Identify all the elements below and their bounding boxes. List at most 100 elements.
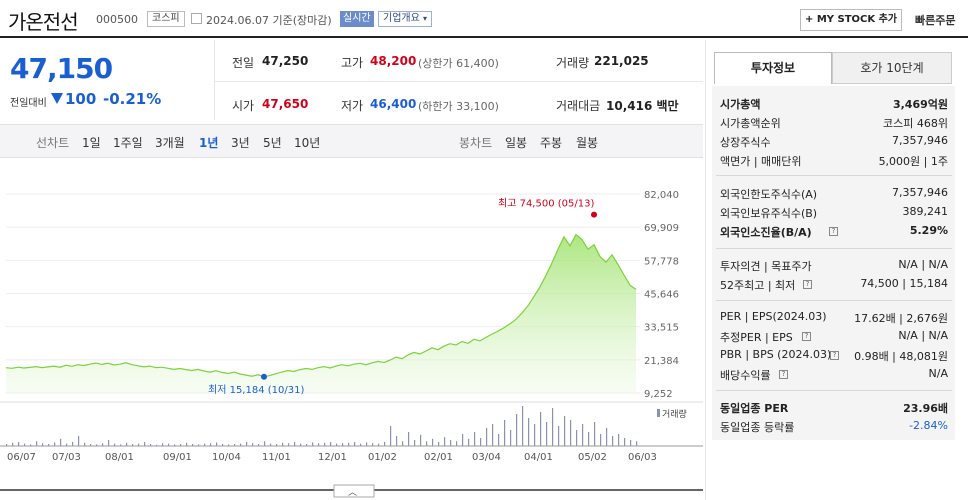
info-row-label: 시가총액 [720,98,761,111]
period-1w[interactable]: 1주일 [113,136,143,150]
candle-monthly[interactable]: 월봉 [576,136,599,150]
price-box [0,40,215,120]
volume-bar [138,443,140,446]
info-row-label: PER | EPS(2024.03) [720,310,827,323]
volume-bar [408,432,410,446]
info-row-label: 배당수익률 [720,369,771,382]
company-overview-dropdown[interactable]: 기업개요 ▾ [378,11,433,27]
add-mystock-button[interactable]: + MY STOCK 추가 [800,9,902,31]
volume-bar [234,444,236,446]
period-1d[interactable]: 1일 [82,136,101,150]
volume-bar [54,442,56,446]
volume-bar [420,434,422,446]
volume-bar [330,442,332,446]
volume-bar [570,420,572,446]
period-3y[interactable]: 3년 [231,136,250,150]
stats-divider [215,81,703,82]
help-icon[interactable]: ? [803,280,812,289]
prev-close-label: 전일 [232,56,255,70]
volume-bar [516,414,518,446]
x-tick-label: 04/01 [524,452,553,463]
info-separator [716,175,952,176]
change-label: 전일대비 [10,98,47,109]
volume-bar [618,434,620,446]
volume-bar [96,444,98,446]
info-row-value: 0.98배 | 48,081원 [854,350,948,363]
info-separator [716,248,952,249]
volume-bar [204,443,206,446]
info-row-label: 외국인소진율(B/A) [720,226,812,239]
volume-bar [240,443,242,446]
max-marker [591,211,597,218]
price-change-pct: -0.21% [103,90,162,108]
x-tick-label: 10/04 [212,452,241,463]
volume-bar [270,443,272,446]
tab-orderbook-10[interactable]: 호가 10단계 [832,52,952,84]
price-line [5,233,637,378]
volume-bar [180,444,182,446]
period-bar: 선차트 1일 1주일 3개월 1년 3년 5년 10년 봉차트 일봉 주봉 월봉 [0,124,703,158]
volume-bar [366,442,368,446]
help-icon[interactable]: ? [830,351,839,360]
volume-bar [534,424,536,446]
info-row-value: -2.84% [909,419,948,432]
realtime-button[interactable]: 실시간 [340,11,374,27]
volume-bar [264,441,266,446]
info-row-value: N/A | N/A [898,329,948,342]
volume-bar [60,438,62,446]
volume-bar [426,441,428,446]
candle-weekly[interactable]: 주봉 [540,136,563,150]
volume-bar [36,441,38,446]
volume-bar [522,406,524,446]
volume-bar [414,440,416,446]
volume-bar [192,444,194,446]
y-axis-ticks: 82,040 69,909 57,778 45,646 33,515 21,384 9,25… [644,190,679,400]
open-value: 47,650 [262,97,309,111]
volume-bar [576,430,578,446]
volume-bar [510,430,512,446]
info-row-label: PBR | BPS (2024.03) [720,348,832,361]
price-chart[interactable]: 82,040 69,909 57,778 45,646 33,515 21,384 9,25… [0,158,703,500]
volume-bar [216,442,218,446]
volume-bar [120,444,122,446]
volume-bar [18,442,20,446]
upper-limit: (상한가 61,400) [418,57,499,70]
chevron-down-icon: ▾ [423,14,428,23]
quick-order-button[interactable]: 빠른주문 [915,14,956,27]
volume-value: 221,025 [594,54,649,68]
period-1y[interactable]: 1년 [199,136,219,150]
help-icon[interactable]: ? [829,227,838,236]
candle-daily[interactable]: 일봉 [505,136,528,150]
period-10y[interactable]: 10년 [294,136,321,150]
volume-bar [294,442,296,446]
volume-bar [504,420,506,446]
volume-bar [318,443,320,446]
volume-bar [390,426,392,446]
tab-investment-info[interactable]: 투자정보 [714,52,832,84]
x-tick-label: 09/01 [163,452,192,463]
volume-bar [162,443,164,446]
volume-bar [300,443,302,446]
help-icon[interactable]: ? [802,332,811,341]
volume-bar [480,438,482,446]
volume-bar [540,412,542,446]
volume-bar [582,424,584,446]
volume-bar [600,434,602,446]
volume-label: 거래량 [556,56,590,70]
collapse-chart-button[interactable] [333,484,375,498]
volume-bar [636,441,638,446]
x-tick-label: 08/01 [105,452,134,463]
help-icon[interactable]: ? [779,370,788,379]
info-row-label: 액면가 | 매매단위 [720,155,802,168]
volume-bar [630,440,632,446]
period-5y[interactable]: 5년 [263,136,282,150]
period-3m[interactable]: 3개월 [155,136,185,150]
x-tick-label: 02/01 [424,452,453,463]
volume-bar [372,443,374,446]
price-change: 100 [65,90,97,108]
info-row-label: 투자의견 | 목표주가 [720,260,812,273]
volume-bar [498,434,500,446]
volume-bar [72,442,74,446]
volume-bar [78,436,80,446]
volume-bar [432,438,434,446]
